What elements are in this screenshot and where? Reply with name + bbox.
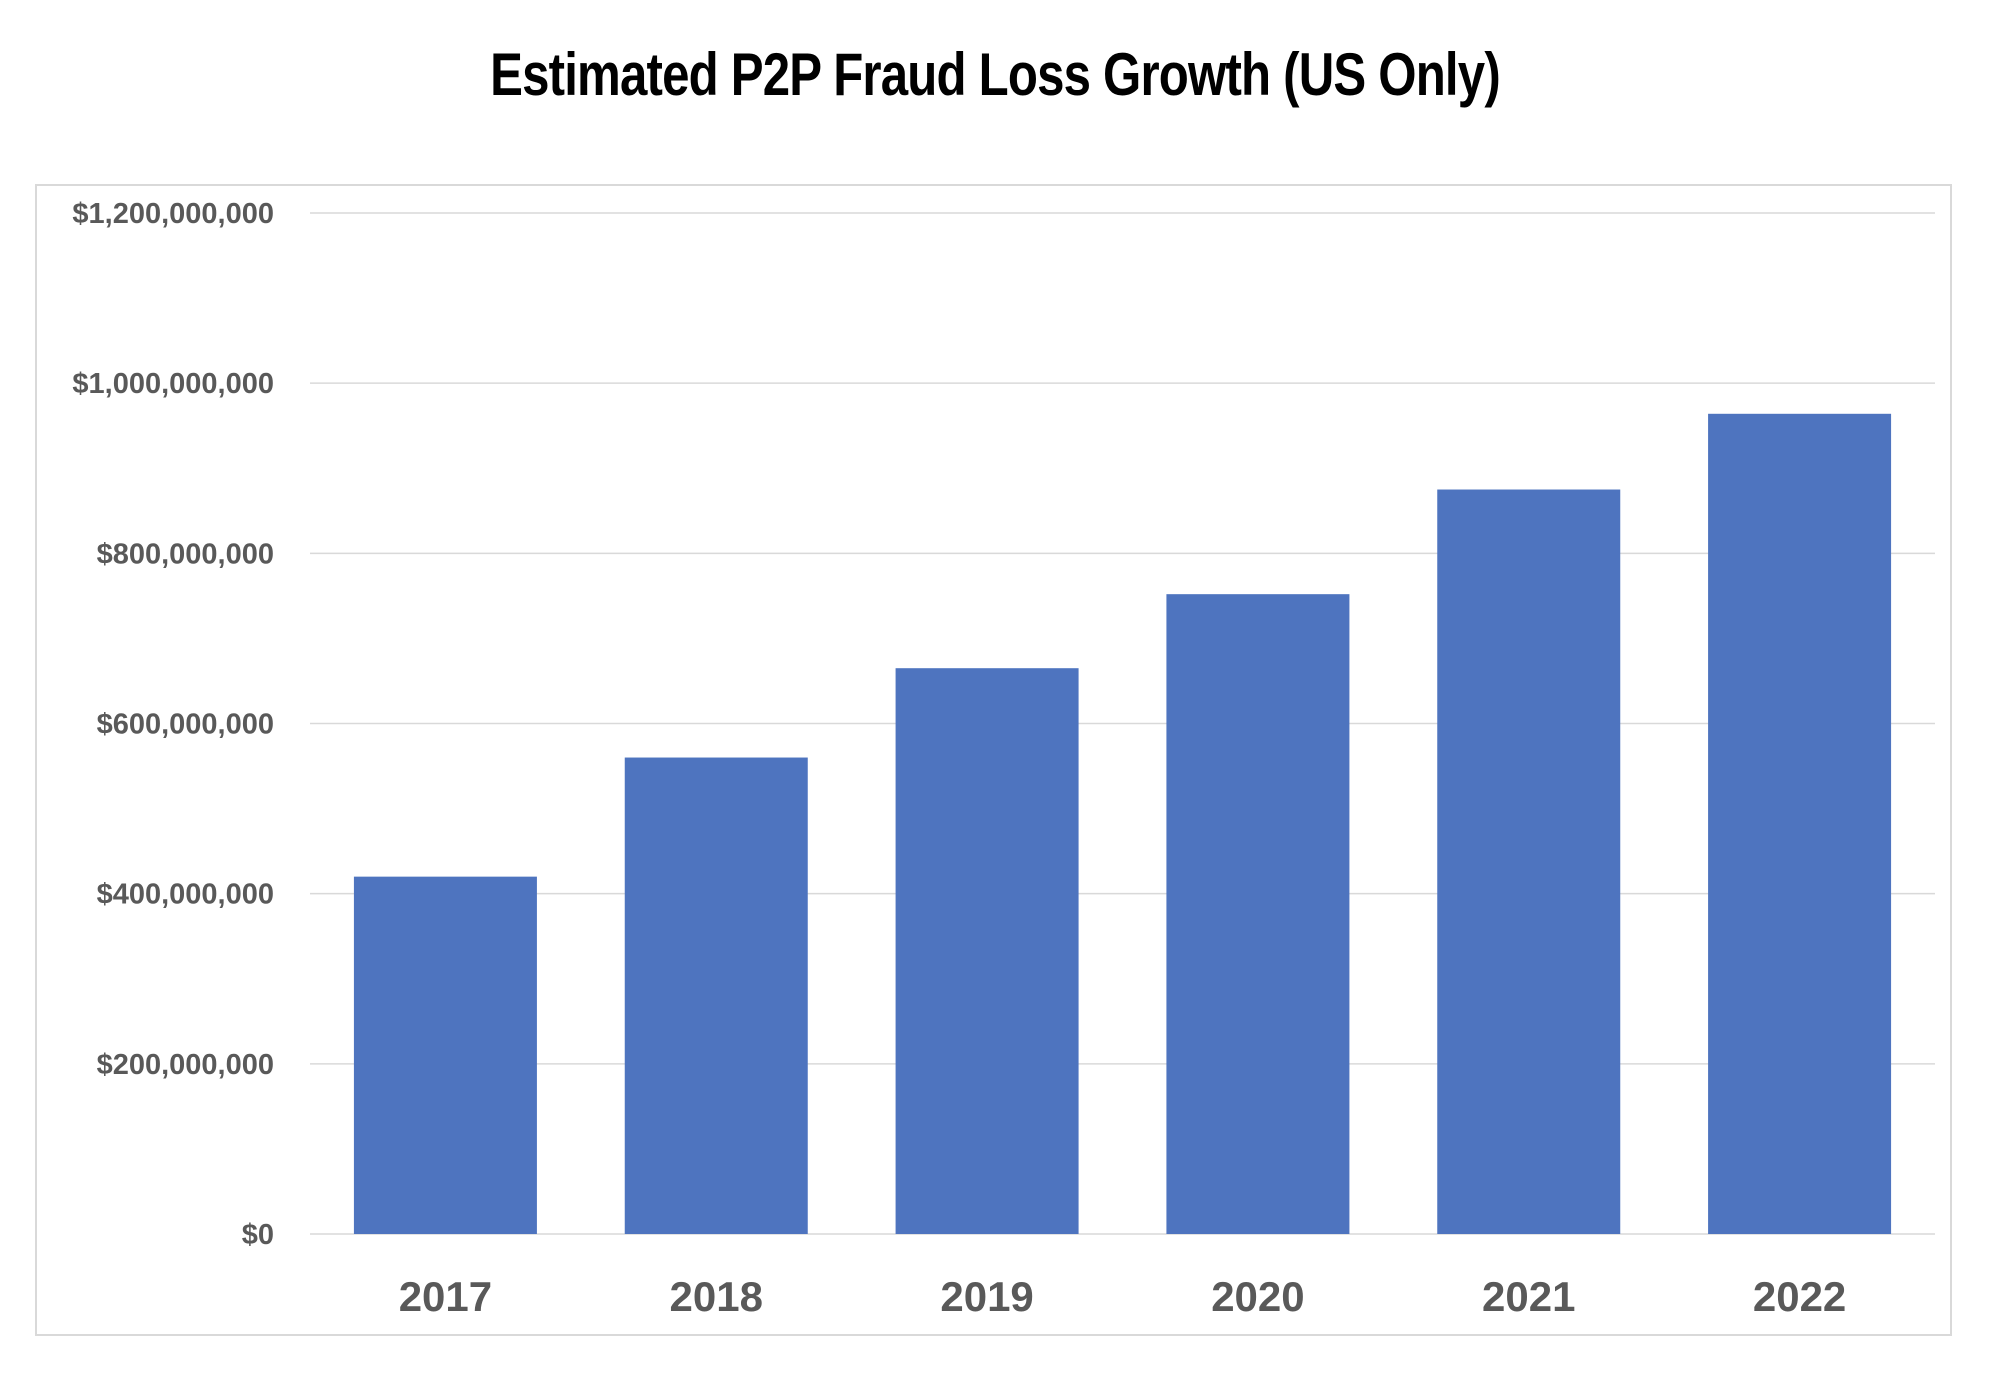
- x-tick-label-2020: 2020: [1211, 1273, 1304, 1320]
- y-tick-label: $600,000,000: [97, 709, 274, 741]
- y-tick-label: $0: [242, 1219, 274, 1251]
- x-tick-label-2021: 2021: [1482, 1273, 1575, 1320]
- bar-2021: [1437, 489, 1621, 1234]
- bar-2019: [895, 668, 1079, 1234]
- bar-2022: [1708, 413, 1892, 1235]
- gridlines: [310, 212, 1935, 1235]
- x-tick-label-2018: 2018: [670, 1273, 763, 1320]
- chart-title: Estimated P2P Fraud Loss Growth (US Only…: [490, 41, 1501, 108]
- x-axis-tick-labels: 2017 2018 2019 2020 2021 2022: [399, 1273, 1847, 1320]
- y-axis-tick-labels: $0 $200,000,000 $400,000,000 $600,000,000 $8…: [72, 198, 274, 1251]
- x-tick-label-2019: 2019: [940, 1273, 1033, 1320]
- y-tick-label: $1,000,000,000: [72, 368, 274, 400]
- y-tick-label: $1,200,000,000: [72, 198, 274, 230]
- y-tick-label: $400,000,000: [97, 879, 274, 911]
- bar-2020: [1166, 594, 1350, 1234]
- bars: [353, 413, 1892, 1235]
- y-tick-label: $800,000,000: [97, 538, 274, 570]
- y-tick-label: $200,000,000: [97, 1049, 274, 1081]
- x-tick-label-2022: 2022: [1753, 1273, 1846, 1320]
- bar-2018: [624, 757, 808, 1234]
- bar-2017: [353, 876, 537, 1234]
- x-tick-label-2017: 2017: [399, 1273, 492, 1320]
